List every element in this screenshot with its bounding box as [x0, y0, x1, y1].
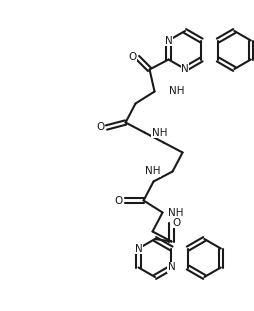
Text: O: O [97, 123, 105, 132]
Text: N: N [168, 262, 175, 272]
Text: O: O [114, 196, 123, 206]
Text: O: O [172, 217, 181, 228]
Text: NH: NH [168, 207, 183, 217]
Text: N: N [165, 35, 172, 45]
Text: N: N [135, 244, 142, 253]
Text: NH: NH [169, 86, 184, 96]
Text: NH: NH [145, 166, 161, 177]
Text: NH: NH [152, 128, 167, 137]
Text: O: O [129, 53, 137, 63]
Text: N: N [181, 64, 189, 74]
